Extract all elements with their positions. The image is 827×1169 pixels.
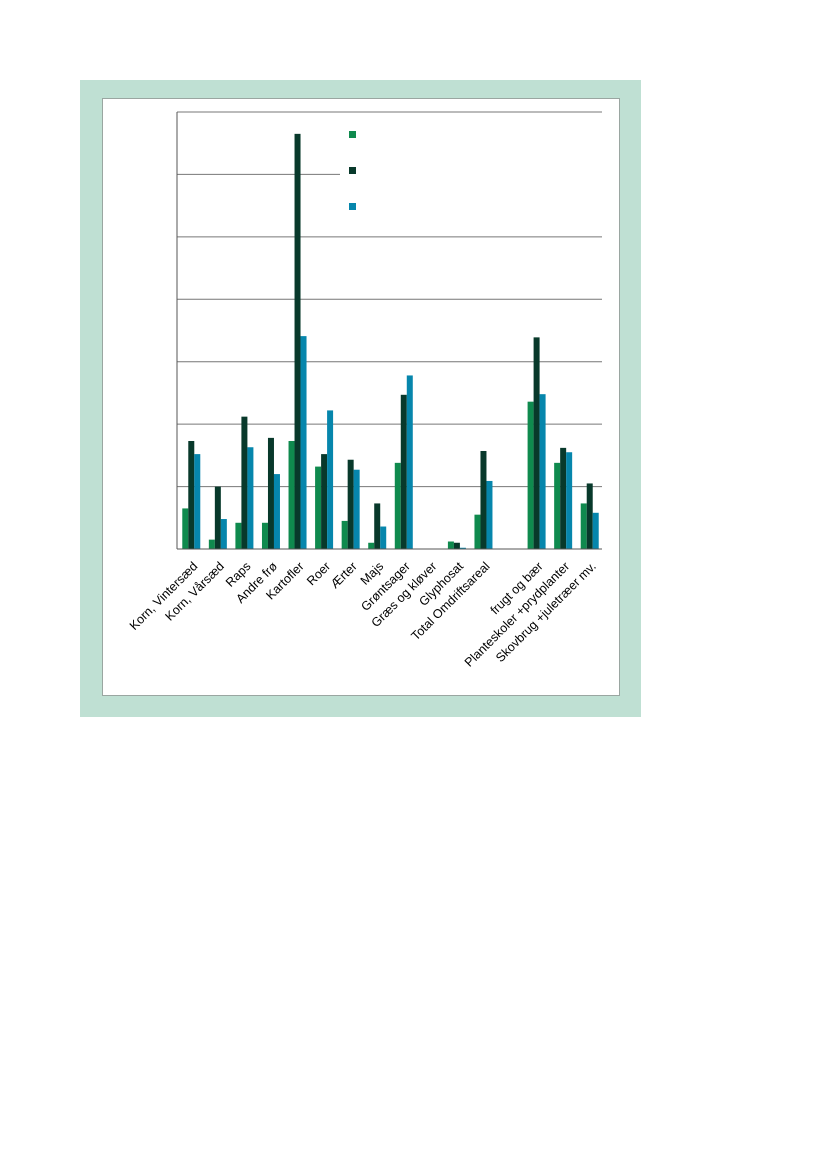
bar [188,440,195,549]
bar [453,542,460,549]
bar [353,469,360,549]
bar [288,440,295,549]
bar [447,541,454,549]
bar [267,437,274,549]
bar [261,522,268,549]
bar [459,547,466,549]
legend [349,131,356,210]
bar [327,410,334,549]
bar [220,519,227,549]
category-label: Roer [304,559,333,588]
bar [374,503,381,549]
bars [182,133,599,549]
gridlines [177,111,602,488]
bar [560,447,567,549]
bar [347,459,354,549]
bar [592,512,599,549]
bar [315,466,322,549]
bar [214,486,221,549]
bar [247,447,254,549]
bar [368,542,375,549]
bar [406,375,413,549]
legend-marker [349,167,356,174]
bar [394,462,401,549]
bar [474,514,481,549]
bar [182,508,189,549]
bar [486,480,493,549]
bar [300,336,307,549]
bar [580,503,587,549]
bar [554,462,561,549]
bar [380,526,387,549]
axes [176,112,602,550]
bar [194,454,201,549]
bar [341,520,348,549]
bar [566,452,573,549]
bar [321,454,328,549]
category-label: Ærter [328,559,360,591]
bar [208,539,215,549]
bar [527,401,534,549]
bar [235,522,242,549]
bar [294,133,301,549]
bar [273,474,280,549]
bar [586,483,593,549]
bar [539,394,546,549]
bar [241,416,248,549]
legend-marker [349,203,356,210]
bar [480,450,487,549]
bar [400,394,407,549]
bar [533,337,540,549]
legend-marker [349,131,356,138]
